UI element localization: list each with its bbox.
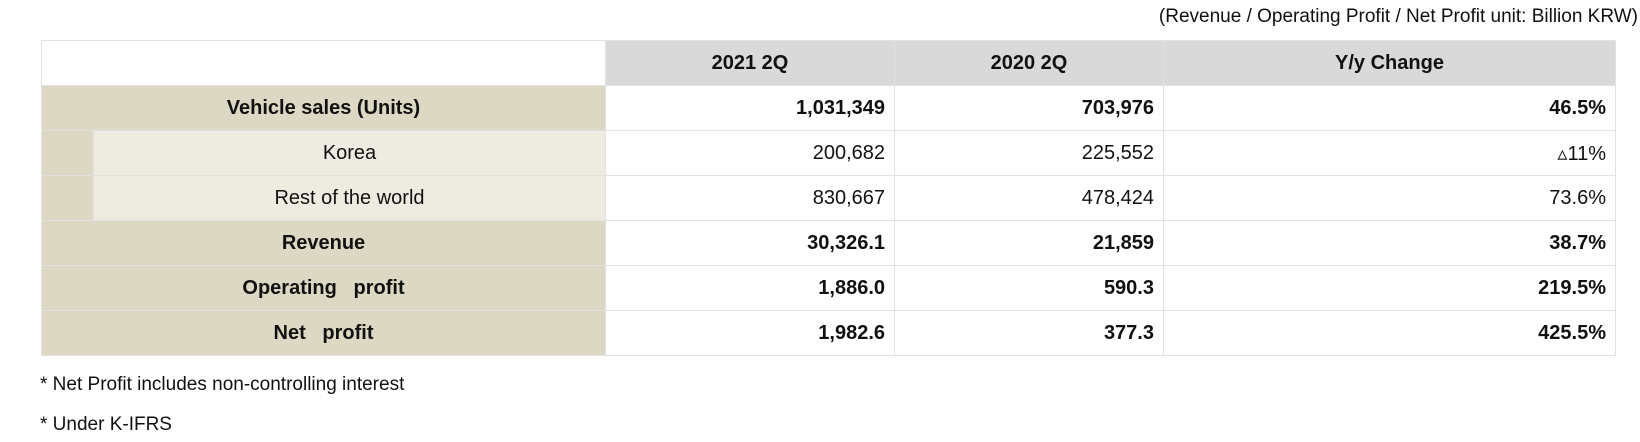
row-label: Net profit [41,310,606,356]
table-row-operating-profit: Operating profit 1,886.0 590.3 219.5% [41,265,1616,311]
row-label: Korea [93,130,606,176]
header-2020-2q: 2020 2Q [894,40,1164,86]
cell-2021-2q: 1,982.6 [605,310,895,356]
cell-2020-2q: 478,424 [894,175,1164,221]
cell-yoy-change: 46.5% [1163,85,1616,131]
financial-results-table: 2021 2Q 2020 2Q Y/y Change Vehicle sales… [41,40,1616,356]
footnote-net-profit: * Net Profit includes non-controlling in… [40,374,405,395]
cell-2021-2q: 200,682 [605,130,895,176]
table-header-row: 2021 2Q 2020 2Q Y/y Change [41,40,1616,86]
cell-yoy-change: 425.5% [1163,310,1616,356]
cell-yoy-change: 219.5% [1163,265,1616,311]
unit-note: (Revenue / Operating Profit / Net Profit… [1158,6,1638,27]
cell-2020-2q: 703,976 [894,85,1164,131]
footnote-k-ifrs: * Under K-IFRS [40,414,172,435]
cell-2021-2q: 830,667 [605,175,895,221]
cell-2020-2q: 21,859 [894,220,1164,266]
header-2021-2q: 2021 2Q [605,40,895,86]
cell-2020-2q: 225,552 [894,130,1164,176]
table-row-rest-of-world: Rest of the world 830,667 478,424 73.6% [41,175,1616,221]
cell-2021-2q: 1,031,349 [605,85,895,131]
table-row-korea: Korea 200,682 225,552 ▵11% [41,130,1616,176]
cell-yoy-change: ▵11% [1163,130,1616,176]
indent-cell [41,175,94,221]
header-yoy-change: Y/y Change [1163,40,1616,86]
cell-2021-2q: 1,886.0 [605,265,895,311]
cell-yoy-change: 38.7% [1163,220,1616,266]
header-blank [41,40,606,86]
row-label: Operating profit [41,265,606,311]
row-label: Revenue [41,220,606,266]
indent-cell [41,130,94,176]
cell-2021-2q: 30,326.1 [605,220,895,266]
table-row-vehicle-sales: Vehicle sales (Units) 1,031,349 703,976 … [41,85,1616,131]
cell-2020-2q: 590.3 [894,265,1164,311]
row-label: Rest of the world [93,175,606,221]
table-row-net-profit: Net profit 1,982.6 377.3 425.5% [41,310,1616,356]
cell-2020-2q: 377.3 [894,310,1164,356]
table-row-revenue: Revenue 30,326.1 21,859 38.7% [41,220,1616,266]
cell-yoy-change: 73.6% [1163,175,1616,221]
row-label: Vehicle sales (Units) [41,85,606,131]
